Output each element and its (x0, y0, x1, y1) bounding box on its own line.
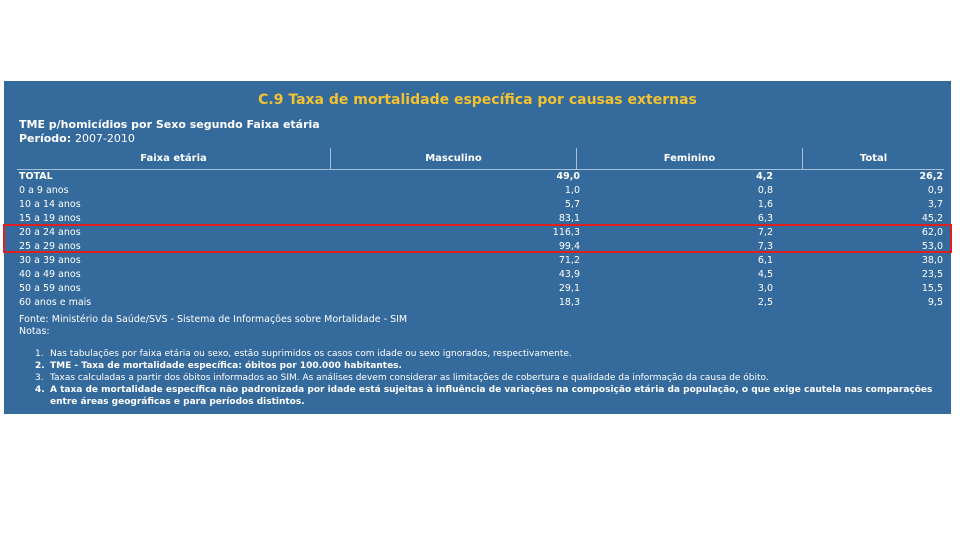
cell-masculino: 83,1 (558, 213, 580, 224)
header-divider (330, 148, 331, 169)
note-number: 1. (35, 349, 44, 359)
cell-masculino: 99,4 (558, 241, 580, 252)
page-title: C.9 Taxa de mortalidade específica por c… (258, 92, 697, 108)
note-item: 4. A taxa de mortalidade específica não … (35, 384, 940, 408)
header-feminino: Feminino (663, 153, 716, 164)
cell-total: 62,0 (921, 227, 943, 238)
cell-feminino: 2,5 (757, 297, 773, 308)
cell-age-group: 25 a 29 anos (19, 241, 81, 252)
table-row: 20 a 24 anos 116,3 7,2 62,0 (4, 226, 951, 240)
cell-feminino: 7,3 (757, 241, 773, 252)
table-row: 15 a 19 anos 83,1 6,3 45,2 (4, 212, 951, 226)
cell-total: 23,5 (921, 269, 943, 280)
header-underline (17, 169, 944, 170)
note-number: 2. (35, 361, 45, 371)
cell-total: 26,2 (919, 171, 943, 182)
table-body: TOTAL 49,0 4,2 26,2 0 a 9 anos 1,0 0,8 0… (4, 170, 951, 310)
cell-total: 38,0 (921, 255, 943, 266)
cell-feminino: 4,2 (756, 171, 773, 182)
cell-feminino: 4,5 (757, 269, 773, 280)
period-line: Período: 2007-2010 (19, 132, 135, 145)
table-row: 50 a 59 anos 29,1 3,0 15,5 (4, 282, 951, 296)
report-panel: C.9 Taxa de mortalidade específica por c… (4, 81, 951, 414)
note-text: Taxas calculadas a partir dos óbitos inf… (50, 373, 769, 383)
cell-total: 9,5 (927, 297, 943, 308)
cell-age-group: 50 a 59 anos (19, 283, 81, 294)
table-row: 40 a 49 anos 43,9 4,5 23,5 (4, 268, 951, 282)
cell-age-group: 30 a 39 anos (19, 255, 81, 266)
notes-label: Notas: (19, 326, 50, 337)
cell-feminino: 7,2 (757, 227, 773, 238)
cell-age-group: 60 anos e mais (19, 297, 92, 308)
note-item: 1. Nas tabulações por faixa etária ou se… (35, 348, 940, 360)
table-row: 25 a 29 anos 99,4 7,3 53,0 (4, 240, 951, 254)
cell-total: 53,0 (921, 241, 943, 252)
header-masculino: Masculino (425, 153, 482, 164)
period-label: Período: (19, 132, 72, 145)
cell-age-group: 0 a 9 anos (19, 185, 69, 196)
period-value: 2007-2010 (74, 132, 135, 145)
highlight-box (3, 224, 952, 253)
note-item: 2. TME - Taxa de mortalidade específica:… (35, 360, 940, 372)
cell-age-group: 10 a 14 anos (19, 199, 81, 210)
table-row: 0 a 9 anos 1,0 0,8 0,9 (4, 184, 951, 198)
cell-masculino: 29,1 (558, 283, 580, 294)
table-row: 60 anos e mais 18,3 2,5 9,5 (4, 296, 951, 310)
cell-masculino: 5,7 (564, 199, 580, 210)
cell-total: 3,7 (927, 199, 943, 210)
cell-masculino: 71,2 (558, 255, 580, 266)
cell-age-group: 20 a 24 anos (19, 227, 81, 238)
cell-feminino: 0,8 (757, 185, 773, 196)
cell-total: 45,2 (921, 213, 943, 224)
cell-feminino: 1,6 (757, 199, 773, 210)
note-number: 3. (35, 373, 44, 383)
cell-total: 15,5 (921, 283, 943, 294)
table-row: 10 a 14 anos 5,7 1,6 3,7 (4, 198, 951, 212)
header-total: Total (859, 153, 888, 164)
table-row: 30 a 39 anos 71,2 6,1 38,0 (4, 254, 951, 268)
note-text: A taxa de mortalidade específica não pad… (50, 385, 933, 407)
cell-masculino: 116,3 (552, 227, 580, 238)
cell-age-group: TOTAL (19, 171, 53, 182)
notes-list: 1. Nas tabulações por faixa etária ou se… (35, 348, 940, 408)
cell-masculino: 1,0 (564, 185, 580, 196)
source-line: Fonte: Ministério da Saúde/SVS - Sistema… (19, 314, 408, 325)
cell-age-group: 15 a 19 anos (19, 213, 81, 224)
note-number: 4. (35, 385, 45, 395)
cell-feminino: 6,1 (757, 255, 773, 266)
cell-masculino: 49,0 (556, 171, 580, 182)
header-divider (576, 148, 577, 169)
cell-masculino: 18,3 (558, 297, 580, 308)
cell-feminino: 3,0 (757, 283, 773, 294)
table-row: TOTAL 49,0 4,2 26,2 (4, 170, 951, 184)
note-item: 3. Taxas calculadas a partir dos óbitos … (35, 372, 940, 384)
note-text: TME - Taxa de mortalidade específica: ób… (50, 361, 402, 371)
cell-age-group: 40 a 49 anos (19, 269, 81, 280)
table-header: Faixa etária Masculino Feminino Total (4, 148, 951, 170)
cell-feminino: 6,3 (757, 213, 773, 224)
note-text: Nas tabulações por faixa etária ou sexo,… (50, 349, 572, 359)
table-subtitle: TME p/homicídios por Sexo segundo Faixa … (19, 118, 320, 131)
cell-total: 0,9 (927, 185, 943, 196)
header-faixa-etaria: Faixa etária (140, 153, 207, 164)
header-divider (802, 148, 803, 169)
cell-masculino: 43,9 (558, 269, 580, 280)
